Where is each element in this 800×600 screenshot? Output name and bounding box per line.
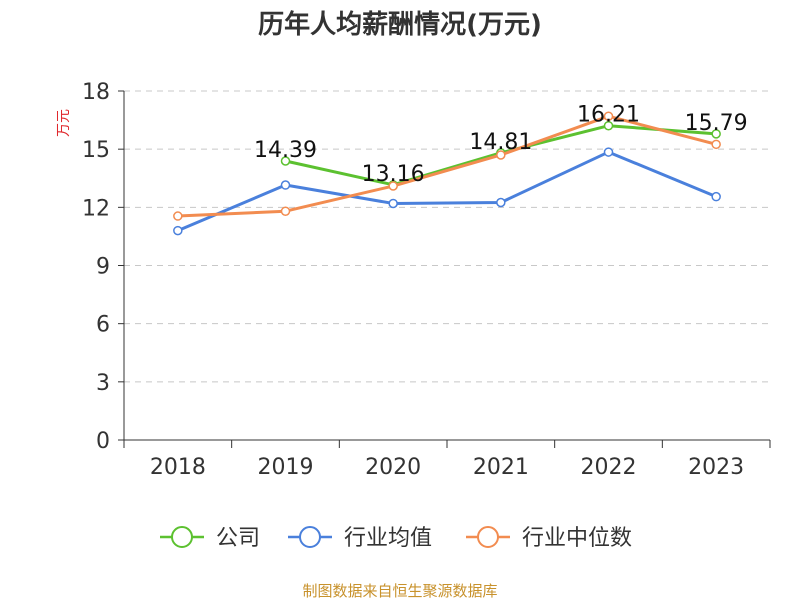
x-tick-label: 2018: [150, 455, 206, 480]
data-point[interactable]: [173, 225, 183, 236]
source-note: 制图数据来自恒生聚源数据库: [302, 582, 497, 600]
series-line: [177, 150, 717, 232]
legend-marker-icon: [299, 526, 321, 548]
legend-label: 公司: [216, 526, 260, 551]
y-tick-label: 6: [96, 313, 110, 338]
data-label: 13.16: [362, 162, 425, 187]
legend-item[interactable]: 公司: [160, 526, 260, 551]
data-point[interactable]: [603, 147, 614, 157]
data-point[interactable]: [388, 198, 398, 209]
data-label: 14.39: [254, 138, 317, 163]
x-tick-label: 2019: [258, 455, 314, 480]
legend-item[interactable]: 行业均值: [288, 526, 432, 551]
data-point[interactable]: [173, 211, 183, 221]
axes: [118, 90, 771, 448]
legend-label: 行业均值: [344, 526, 432, 551]
x-tick-label: 2020: [365, 455, 421, 480]
x-tick-label: 2022: [581, 455, 637, 480]
y-tick-label: 9: [96, 255, 110, 280]
series-2: [173, 111, 721, 221]
data-label: 14.81: [469, 130, 532, 155]
data-point[interactable]: [711, 129, 721, 139]
x-tick-label: 2021: [473, 455, 529, 480]
data-point[interactable]: [603, 111, 614, 121]
legend-item[interactable]: 行业中位数: [466, 526, 632, 551]
y-tick-labels: 0 3 6 9 12 15 18: [82, 80, 110, 454]
grid-lines: [124, 90, 770, 383]
legend-marker-icon: [477, 526, 499, 548]
legend-marker-icon: [171, 526, 193, 548]
data-point[interactable]: [388, 181, 398, 191]
x-tick-labels: 2018 2019 2020 2021 2022 2023: [150, 455, 744, 480]
y-tick-label: 18: [82, 80, 110, 105]
y-tick-label: 12: [82, 196, 110, 221]
series-line: [177, 114, 717, 218]
legend[interactable]: 公司 行业均值 行业中位数: [160, 526, 632, 551]
data-point[interactable]: [496, 150, 506, 160]
data-labels: 14.39 13.16 14.81 16.21 15.79: [254, 103, 748, 187]
y-tick-label: 3: [96, 371, 110, 396]
x-tick-label: 2023: [688, 455, 744, 480]
series-lines: [173, 111, 721, 236]
data-point[interactable]: [280, 206, 291, 216]
series-1: [173, 147, 721, 236]
data-label: 15.79: [685, 111, 748, 136]
data-point[interactable]: [280, 180, 291, 190]
data-point[interactable]: [711, 139, 721, 150]
data-point[interactable]: [280, 156, 291, 166]
chart-title: 历年人均薪酬情况(万元): [258, 9, 542, 40]
data-point[interactable]: [711, 191, 721, 202]
data-point[interactable]: [496, 197, 506, 208]
y-tick-label: 0: [96, 429, 110, 454]
data-label: 16.21: [577, 103, 640, 128]
data-point[interactable]: [603, 120, 614, 131]
y-tick-label: 15: [82, 138, 110, 163]
legend-label: 行业中位数: [522, 526, 632, 551]
y-axis-label: 万元: [56, 109, 72, 137]
